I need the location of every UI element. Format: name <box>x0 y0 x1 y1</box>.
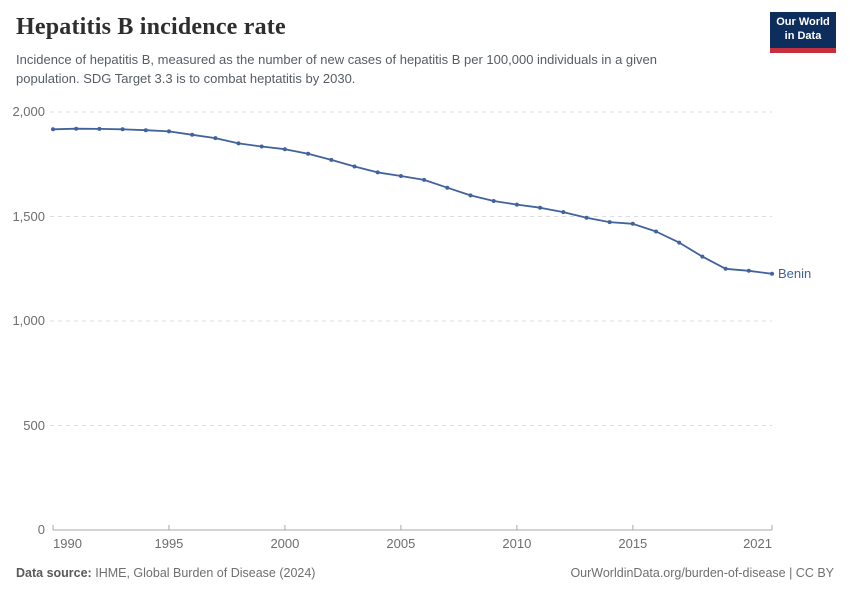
data-point <box>746 268 751 273</box>
data-source-value: IHME, Global Burden of Disease (2024) <box>95 566 316 580</box>
data-point <box>654 229 658 234</box>
chart-footer: Data source: IHME, Global Burden of Dise… <box>16 566 834 580</box>
data-point <box>190 132 195 137</box>
series-end-label-benin[interactable]: Benin <box>778 265 812 281</box>
data-point <box>143 128 148 133</box>
owid-logo[interactable]: Our World in Data <box>770 12 836 53</box>
data-point <box>259 144 264 149</box>
data-point <box>375 170 380 175</box>
data-point <box>352 164 357 169</box>
data-point <box>561 210 566 215</box>
data-source-label: Data source: <box>16 566 92 580</box>
data-point <box>167 129 171 134</box>
data-point <box>700 254 705 259</box>
data-point <box>398 174 403 178</box>
data-point <box>538 205 543 210</box>
page-title: Hepatitis B incidence rate <box>16 14 286 40</box>
credit-link[interactable]: OurWorldinData.org/burden-of-disease | C… <box>570 566 834 580</box>
series-line-benin <box>52 127 773 275</box>
data-point <box>74 126 79 131</box>
data-point <box>97 126 102 131</box>
owid-logo-line1: Our World <box>776 16 830 29</box>
data-point <box>514 202 519 207</box>
data-point <box>468 193 473 198</box>
data-point <box>445 185 450 190</box>
data-point <box>213 136 218 141</box>
data-point <box>282 147 287 152</box>
data-point <box>306 151 311 156</box>
owid-logo-line2: in Data <box>784 30 822 42</box>
data-point <box>236 141 241 146</box>
data-point <box>491 199 496 203</box>
data-point <box>677 240 682 245</box>
data-point <box>630 221 635 226</box>
data-point <box>120 127 125 132</box>
data-point <box>422 177 427 182</box>
data-point <box>51 127 55 132</box>
data-point <box>770 271 774 276</box>
data-point <box>607 220 612 225</box>
data-point <box>723 266 728 271</box>
data-source-note: Data source: IHME, Global Burden of Dise… <box>16 566 315 580</box>
chart-subtitle: Incidence of hepatitis B, measured as th… <box>16 52 657 86</box>
data-point <box>329 157 334 162</box>
data-point <box>584 215 589 220</box>
